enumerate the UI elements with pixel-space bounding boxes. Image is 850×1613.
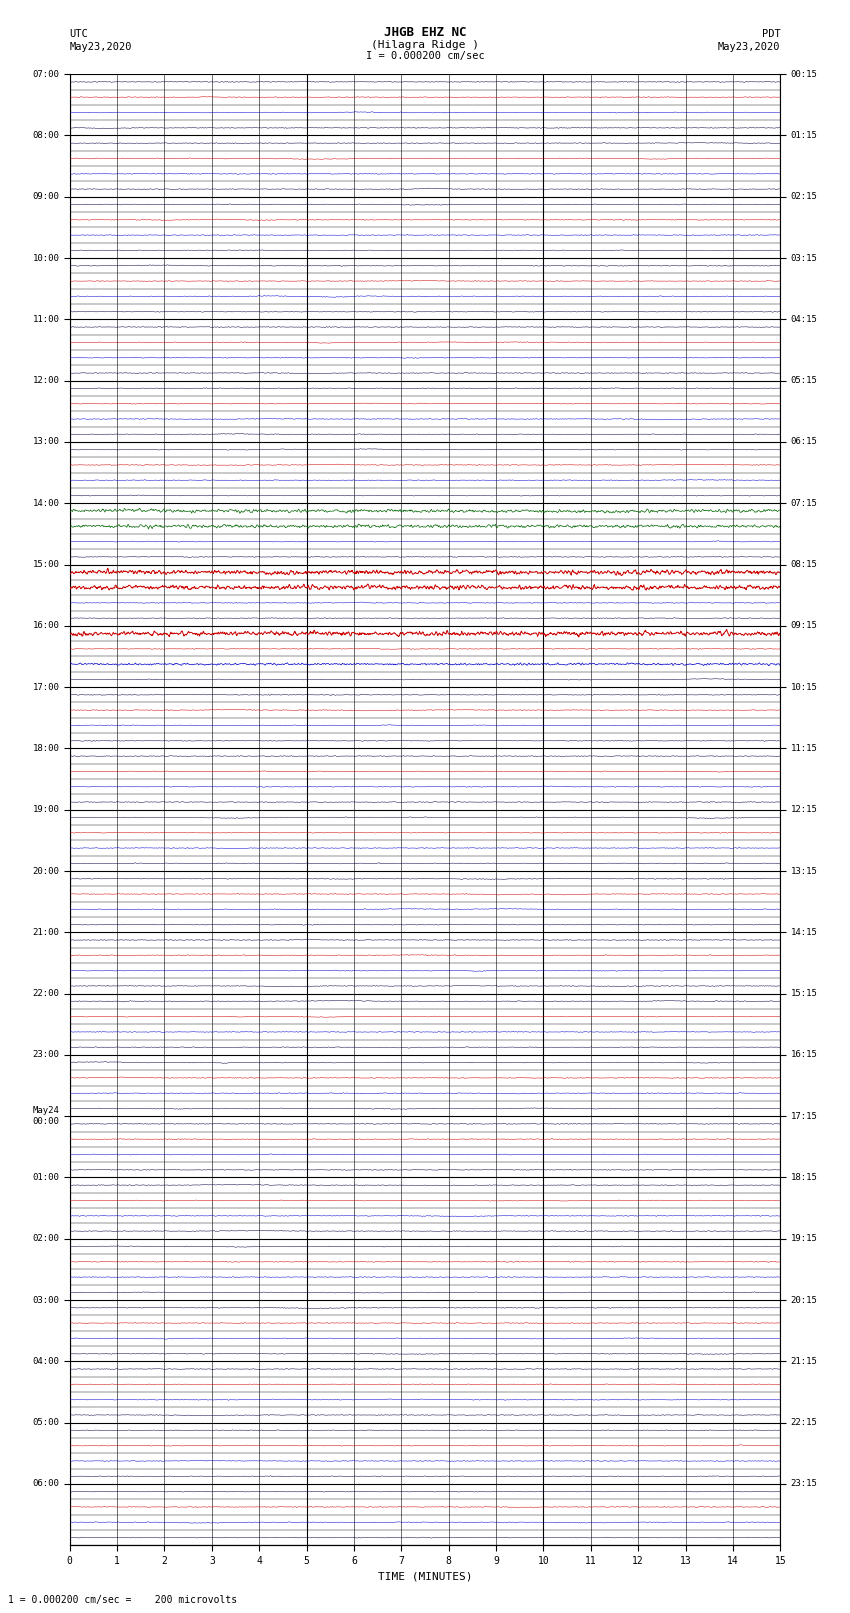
Text: PDT: PDT: [762, 29, 780, 39]
Text: UTC: UTC: [70, 29, 88, 39]
Text: I = 0.000200 cm/sec: I = 0.000200 cm/sec: [366, 52, 484, 61]
Text: (Hilagra Ridge ): (Hilagra Ridge ): [371, 40, 479, 50]
Text: May23,2020: May23,2020: [717, 42, 780, 52]
Text: JHGB EHZ NC: JHGB EHZ NC: [383, 26, 467, 39]
Text: May23,2020: May23,2020: [70, 42, 133, 52]
Text: 1 = 0.000200 cm/sec =    200 microvolts: 1 = 0.000200 cm/sec = 200 microvolts: [8, 1595, 238, 1605]
X-axis label: TIME (MINUTES): TIME (MINUTES): [377, 1571, 473, 1581]
